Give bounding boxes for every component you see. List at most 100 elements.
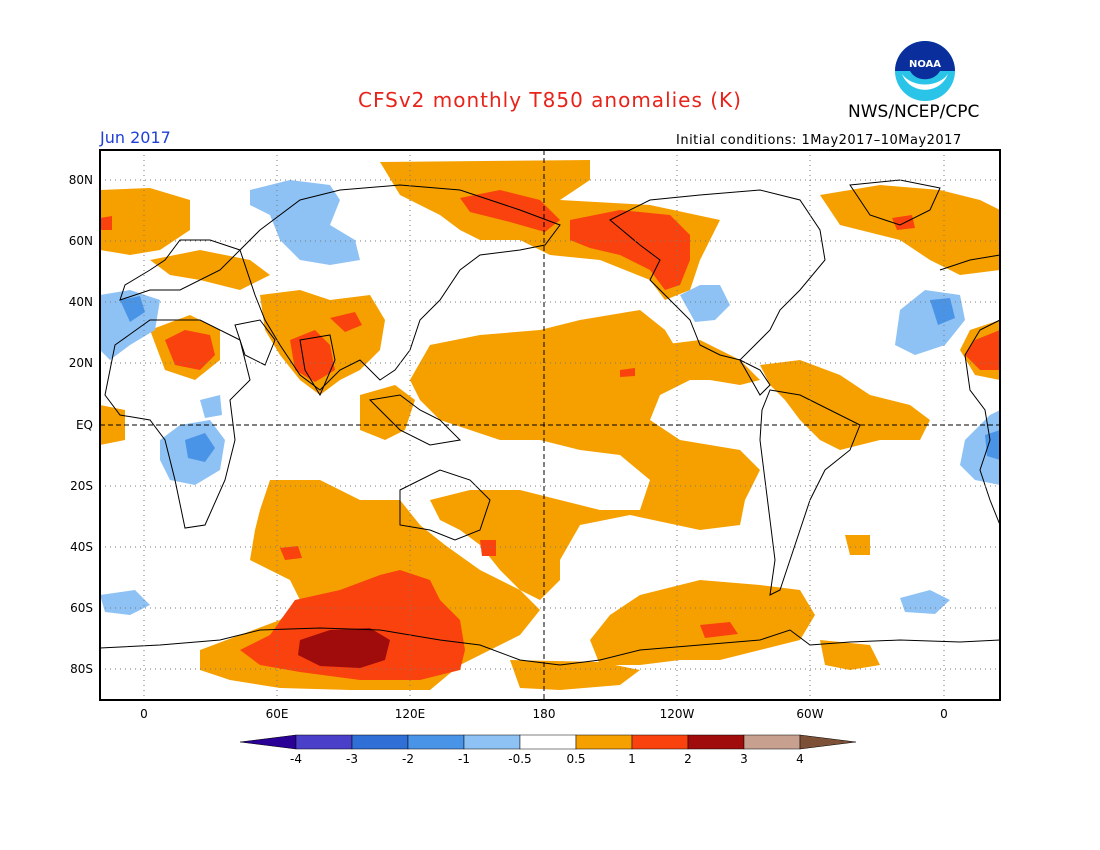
coastlines — [99, 179, 1001, 666]
colorbar-label: -1 — [458, 752, 470, 766]
anomaly-region — [380, 160, 720, 300]
lat-label: 40S — [70, 540, 93, 554]
anomaly-region — [760, 360, 930, 450]
chart-title: CFSv2 monthly T850 anomalies (K) — [358, 88, 742, 112]
lat-label: 20N — [69, 356, 93, 370]
lat-label: 80N — [69, 173, 93, 187]
lat-label: 80S — [70, 662, 93, 676]
anomaly-region — [620, 368, 635, 377]
lat-label: 60N — [69, 234, 93, 248]
colorbar-box — [743, 734, 801, 750]
lon-label: 0 — [140, 707, 148, 721]
lon-axis-labels: 0 60E 120E 180 120W 60W 0 — [140, 707, 948, 721]
colorbar-arrow-high — [799, 734, 857, 750]
noaa-logo: NOAA — [894, 40, 956, 107]
anomaly-region — [185, 433, 215, 462]
noaa-logo-text: NOAA — [909, 59, 941, 70]
lat-axis-labels: 80N 60N 40N 20N EQ 20S 40S 60S 80S — [69, 173, 93, 676]
anomaly-region — [510, 660, 640, 690]
colorbar-label: -3 — [346, 752, 358, 766]
colorbar-box — [351, 734, 409, 750]
lon-label: 120W — [660, 707, 695, 721]
colorbar-box — [463, 734, 521, 750]
lat-label: 40N — [69, 295, 93, 309]
europe-right-outline — [939, 254, 1001, 271]
map-frame — [99, 149, 1001, 701]
initial-conditions: Initial conditions: 1May2017–10May2017 — [676, 133, 962, 148]
arabia-outline — [234, 319, 276, 366]
anomaly-region — [150, 250, 270, 290]
anomaly-region — [100, 590, 150, 615]
colorbar-label: 2 — [684, 752, 692, 766]
africa-right-outline — [964, 319, 1001, 526]
anomaly-region — [330, 312, 362, 332]
map-plot-area — [99, 149, 1001, 701]
anomaly-region — [985, 430, 1000, 460]
agency-label: NWS/NCEP/CPC — [848, 102, 980, 122]
anomaly-region — [100, 290, 160, 360]
europe-outline — [119, 239, 241, 301]
colorbar-label: -2 — [402, 752, 414, 766]
lon-label: 60E — [266, 707, 289, 721]
colorbar-box — [519, 734, 577, 750]
anomaly-region — [590, 580, 815, 665]
australia-outline — [399, 469, 491, 541]
india-outline — [299, 334, 336, 397]
colorbar: -4 -3 -2 -1 -0.5 0.5 1 2 3 4 — [239, 734, 857, 766]
anomaly-region — [845, 535, 870, 555]
anomaly-region — [892, 215, 915, 230]
anomaly-region — [298, 628, 390, 668]
colorbar-box — [631, 734, 689, 750]
colorbar-label: 4 — [796, 752, 804, 766]
africa-outline — [104, 319, 251, 529]
anomaly-region — [100, 188, 190, 255]
anomaly-region — [120, 296, 145, 322]
lon-label: 180 — [533, 707, 556, 721]
anomaly-blue-regions — [120, 296, 1000, 462]
anomaly-region — [680, 285, 730, 322]
colorbar-label: 3 — [740, 752, 748, 766]
anomaly-region — [700, 622, 738, 638]
anomaly-region — [200, 395, 222, 418]
antarctica-outline — [99, 627, 1001, 666]
noaa-logo-icon: NOAA — [895, 41, 955, 101]
south-america-outline — [759, 389, 861, 596]
colorbar-label: -4 — [290, 752, 302, 766]
anomaly-region — [250, 180, 360, 265]
lon-label: 120E — [395, 707, 426, 721]
anomaly-region — [820, 640, 880, 670]
lon-label: 60W — [796, 707, 823, 721]
anomaly-region — [570, 210, 690, 290]
anomaly-region — [165, 330, 215, 370]
colorbar-box — [407, 734, 465, 750]
colorbar-label: 0.5 — [566, 752, 585, 766]
lat-label: EQ — [76, 418, 93, 432]
colorbar-arrow-low — [239, 734, 297, 750]
lat-label: 60S — [70, 601, 93, 615]
anomaly-region — [460, 190, 560, 232]
lon-label: 0 — [940, 707, 948, 721]
anomaly-region — [100, 216, 112, 230]
anomaly-region — [480, 540, 496, 556]
anomaly-darkred-regions — [298, 628, 390, 668]
anomaly-region — [280, 546, 302, 560]
colorbar-label: 1 — [628, 752, 636, 766]
seasia-outline — [368, 394, 462, 446]
anomaly-region — [900, 590, 950, 614]
colorbar-label: -0.5 — [508, 752, 531, 766]
north-america-outline — [609, 189, 826, 361]
lat-label: 20S — [70, 479, 93, 493]
anomaly-region — [410, 310, 760, 600]
anomaly-region — [960, 410, 1000, 485]
asia-outline — [239, 184, 561, 391]
anomaly-region — [240, 570, 465, 680]
central-america-outline — [738, 358, 771, 396]
anomaly-region — [930, 298, 955, 325]
colorbar-labels: -4 -3 -2 -1 -0.5 0.5 1 2 3 4 — [290, 752, 804, 766]
colorbar-box — [575, 734, 633, 750]
colorbar-box — [295, 734, 353, 750]
equator-dateline — [100, 150, 1000, 700]
anomaly-region — [965, 330, 1000, 370]
anomaly-region — [290, 330, 335, 382]
